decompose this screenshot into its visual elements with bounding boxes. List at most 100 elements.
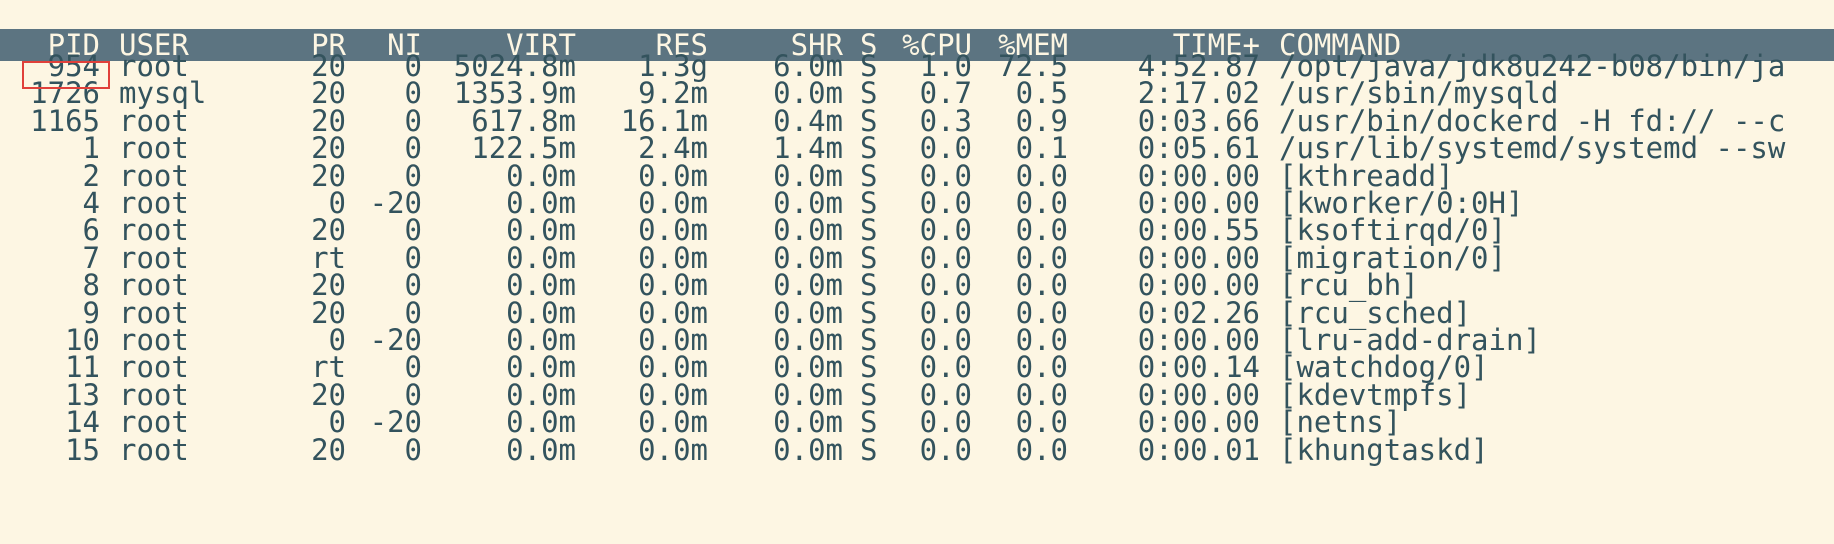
process-shr-cell: 0.0m xyxy=(773,240,843,275)
process-nice-cell: -20 xyxy=(369,405,422,440)
process-row[interactable]: 14 root 0 -20 0.0m 0.0m 0.0m S 0.0 0.0 0:00.00 [net… xyxy=(0,406,1834,438)
process-command-cell: [kworker/0:0H] xyxy=(1279,186,1524,220)
process-row[interactable]: 1726 mysql 20 0 1353.9m 9.2m 0.0m S 0.7 0.5 2:17.0… xyxy=(0,77,1834,109)
process-row[interactable]: 9 root 20 0 0.0m 0.0m 0.0m S 0.0 0.0 0:02.26 [rcu_s… xyxy=(0,297,1834,329)
process-user-cell: root xyxy=(119,432,189,467)
process-pid-cell: 10 xyxy=(65,323,100,357)
process-res-cell: 0.0m xyxy=(638,295,708,330)
process-row[interactable]: 6 root 20 0 0.0m 0.0m 0.0m S 0.0 0.0 0:00.55 [ksoft… xyxy=(0,214,1834,246)
process-cpu-cell: 0.0 xyxy=(919,268,972,303)
process-time-cell: 0:00.00 xyxy=(1137,405,1260,440)
process-command-cell: [kthreadd] xyxy=(1279,158,1454,193)
process-row[interactable]: 7 root rt 0 0.0m 0.0m 0.0m S 0.0 0.0 0:00.00 [migra… xyxy=(0,242,1834,274)
process-res-cell: 2.4m xyxy=(638,131,708,166)
process-row[interactable]: 954 root 20 0 5024.8m 1.3g 6.0m S 1.0 72.5 4:52.87… xyxy=(0,50,1834,82)
process-row[interactable]: 1165 root 20 0 617.8m 16.1m 0.4m S 0.3 0.9 0:03.66… xyxy=(0,105,1834,137)
process-time-cell: 0:03.66 xyxy=(1137,103,1260,138)
process-row[interactable]: 2 root 20 0 0.0m 0.0m 0.0m S 0.0 0.0 0:00.00 [kthre… xyxy=(0,160,1834,192)
process-command-cell: [khungtaskd] xyxy=(1279,432,1489,467)
process-priority-cell: 20 xyxy=(311,377,346,412)
process-shr-cell: 6.0m xyxy=(773,49,843,83)
process-pid-cell: 1 xyxy=(82,131,100,166)
process-user-cell: root xyxy=(119,323,189,357)
process-mem-cell: 0.0 xyxy=(1015,268,1068,303)
process-pid-cell: 2 xyxy=(82,158,100,193)
process-state-cell: S xyxy=(860,350,878,385)
column-header-pid[interactable]: PID xyxy=(47,28,100,62)
process-cpu-cell: 0.3 xyxy=(919,103,972,138)
process-virt-cell: 0.0m xyxy=(506,350,576,385)
process-user-cell: mysql xyxy=(119,76,207,111)
process-shr-cell: 0.0m xyxy=(773,213,843,248)
column-header-command[interactable]: COMMAND xyxy=(1279,28,1402,62)
column-header-cpu[interactable]: %CPU xyxy=(902,28,972,62)
process-res-cell: 0.0m xyxy=(638,432,708,467)
process-row[interactable]: 11 root rt 0 0.0m 0.0m 0.0m S 0.0 0.0 0:00.14 [watc… xyxy=(0,351,1834,383)
process-priority-cell: 20 xyxy=(311,432,346,467)
process-cpu-cell: 0.0 xyxy=(919,377,972,412)
process-row[interactable]: 8 root 20 0 0.0m 0.0m 0.0m S 0.0 0.0 0:00.00 [rcu_b… xyxy=(0,269,1834,301)
process-nice-cell: 0 xyxy=(404,131,422,166)
process-priority-cell: 20 xyxy=(311,103,346,138)
process-time-cell: 4:52.87 xyxy=(1137,49,1260,83)
process-user-cell: root xyxy=(119,213,189,248)
column-header-user[interactable]: USER xyxy=(119,28,189,62)
process-mem-cell: 0.0 xyxy=(1015,213,1068,248)
process-command-cell: /usr/sbin/mysqld xyxy=(1279,76,1559,111)
process-pid-cell: 8 xyxy=(82,268,100,303)
process-virt-cell: 0.0m xyxy=(506,405,576,440)
process-shr-cell: 0.0m xyxy=(773,76,843,111)
column-header-row: PID USER PR NI VIRT RES SHR S %CPU %MEM … xyxy=(0,29,1834,61)
process-user-cell: root xyxy=(119,268,189,303)
column-header-mem[interactable]: %MEM xyxy=(998,28,1068,62)
process-pid-cell: 15 xyxy=(65,432,100,467)
column-header-shr[interactable]: SHR xyxy=(790,28,843,62)
process-row[interactable]: 4 root 0 -20 0.0m 0.0m 0.0m S 0.0 0.0 0:00.00 [kwor… xyxy=(0,187,1834,219)
process-time-cell: 0:05.61 xyxy=(1137,131,1260,166)
process-command-cell: [lru-add-drain] xyxy=(1279,323,1541,357)
column-header-virt[interactable]: VIRT xyxy=(506,28,576,62)
process-command-cell: [migration/0] xyxy=(1279,240,1506,275)
column-header-res[interactable]: RES xyxy=(655,28,708,62)
process-cpu-cell: 0.0 xyxy=(919,158,972,193)
process-row[interactable]: 1 root 20 0 122.5m 2.4m 1.4m S 0.0 0.1 0:05.61/usr… xyxy=(0,132,1834,164)
process-nice-cell: 0 xyxy=(404,213,422,248)
column-header-state[interactable]: S xyxy=(860,28,878,62)
process-res-cell: 0.0m xyxy=(638,350,708,385)
process-row[interactable]: 13 root 20 0 0.0m 0.0m 0.0m S 0.0 0.0 0:00.00 [kdev… xyxy=(0,379,1834,411)
process-mem-cell: 0.0 xyxy=(1015,323,1068,357)
process-nice-cell: 0 xyxy=(404,76,422,111)
process-priority-cell: 20 xyxy=(311,158,346,193)
process-priority-cell: rt xyxy=(311,350,346,385)
column-header-pr[interactable]: PR xyxy=(311,28,346,62)
process-pid-cell: 9 xyxy=(82,295,100,330)
process-cpu-cell: 0.7 xyxy=(919,76,972,111)
process-state-cell: S xyxy=(860,49,878,83)
process-command-cell: [rcu_sched] xyxy=(1279,295,1472,330)
process-time-cell: 0:00.00 xyxy=(1137,186,1260,220)
column-header-time[interactable]: TIME+ xyxy=(1172,28,1260,62)
process-virt-cell: 0.0m xyxy=(506,158,576,193)
process-user-cell: root xyxy=(119,350,189,385)
process-row[interactable]: 10 root 0 -20 0.0m 0.0m 0.0m S 0.0 0.0 0:00.00 [lru… xyxy=(0,324,1834,356)
process-priority-cell: 20 xyxy=(311,268,346,303)
process-pid-cell: 11 xyxy=(65,350,100,385)
process-shr-cell: 0.0m xyxy=(773,377,843,412)
process-time-cell: 0:00.00 xyxy=(1137,377,1260,412)
process-virt-cell: 0.0m xyxy=(506,432,576,467)
process-mem-cell: 0.5 xyxy=(1015,76,1068,111)
process-res-cell: 0.0m xyxy=(638,323,708,357)
process-state-cell: S xyxy=(860,131,878,166)
process-nice-cell: -20 xyxy=(369,186,422,220)
process-nice-cell: 0 xyxy=(404,432,422,467)
process-row[interactable]: 15 root 20 0 0.0m 0.0m 0.0m S 0.0 0.0 0:00.01 [khun… xyxy=(0,434,1834,466)
process-cpu-cell: 0.0 xyxy=(919,186,972,220)
column-header-ni[interactable]: NI xyxy=(387,28,422,62)
process-user-cell: root xyxy=(119,131,189,166)
process-state-cell: S xyxy=(860,405,878,440)
process-command-cell: /usr/lib/systemd/systemd --sw xyxy=(1279,131,1786,166)
process-nice-cell: 0 xyxy=(404,240,422,275)
process-res-cell: 0.0m xyxy=(638,213,708,248)
process-shr-cell: 0.0m xyxy=(773,268,843,303)
process-mem-cell: 0.0 xyxy=(1015,432,1068,467)
